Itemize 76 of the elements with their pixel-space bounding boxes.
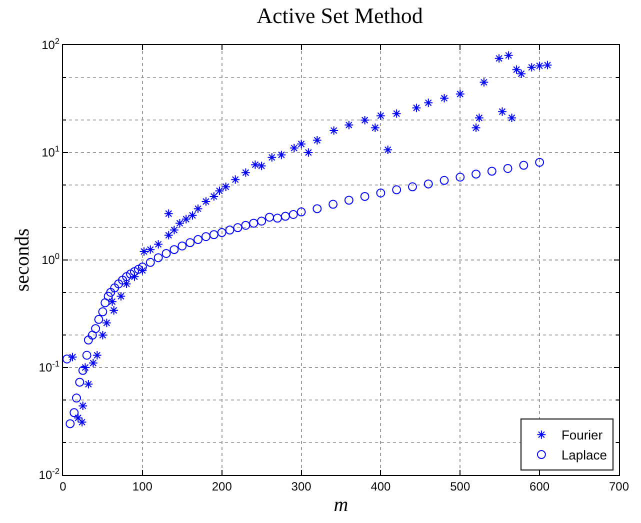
point xyxy=(106,288,116,297)
point xyxy=(456,172,465,182)
point xyxy=(134,264,143,274)
point xyxy=(75,378,84,387)
point xyxy=(241,220,250,230)
point xyxy=(178,241,187,250)
point xyxy=(519,160,528,170)
point xyxy=(72,394,81,403)
point xyxy=(170,245,179,254)
point xyxy=(66,419,75,428)
x-tick-label: 400 xyxy=(370,479,392,494)
chart-title: Active Set Method xyxy=(256,3,423,28)
point xyxy=(126,270,136,279)
point xyxy=(88,330,97,340)
point xyxy=(503,164,512,173)
point xyxy=(392,185,402,194)
point xyxy=(265,212,274,222)
point xyxy=(312,204,322,214)
point xyxy=(146,258,155,267)
point xyxy=(225,226,234,235)
y-tick-label: 10$^{-1}$ xyxy=(38,358,60,375)
point xyxy=(154,253,163,262)
x-tick-label: 200 xyxy=(212,479,232,494)
point xyxy=(296,207,306,216)
point xyxy=(288,210,298,219)
y-axis-title: seconds xyxy=(11,228,34,292)
point xyxy=(209,230,218,240)
point xyxy=(328,200,338,209)
point xyxy=(487,166,496,176)
point xyxy=(98,307,108,316)
point xyxy=(91,324,100,334)
point xyxy=(100,298,110,308)
point xyxy=(118,276,128,285)
point xyxy=(201,232,210,242)
point xyxy=(70,408,79,418)
point xyxy=(162,248,171,258)
point xyxy=(360,192,370,201)
point xyxy=(78,366,88,375)
y-tick-label: 10$^{0}$ xyxy=(42,251,60,268)
x-tick-label: 700 xyxy=(608,479,630,494)
point xyxy=(408,182,417,192)
legend-label: Laplace xyxy=(561,448,607,463)
y-tick-label: 10$^{1}$ xyxy=(42,144,60,160)
point xyxy=(104,292,113,301)
point xyxy=(535,158,544,167)
point xyxy=(217,228,226,238)
point xyxy=(424,179,433,188)
x-tick-label: 600 xyxy=(530,479,550,494)
point xyxy=(280,212,290,221)
point xyxy=(114,279,124,288)
x-axis-title: m xyxy=(334,494,348,516)
point xyxy=(233,223,242,232)
point xyxy=(472,170,481,179)
point xyxy=(122,272,132,282)
x-tick-label: 300 xyxy=(291,479,312,494)
point xyxy=(138,262,147,272)
x-tick-label: 0 xyxy=(60,479,67,494)
point xyxy=(257,216,266,226)
point xyxy=(63,354,72,364)
point xyxy=(376,188,386,198)
point xyxy=(130,267,139,276)
point xyxy=(440,176,449,185)
y-tick-label: 10$^{-2}$ xyxy=(38,466,60,482)
point xyxy=(84,336,93,345)
legend-label: Fourier xyxy=(561,428,604,443)
point xyxy=(110,283,120,292)
point xyxy=(94,314,104,324)
point xyxy=(272,214,282,223)
y-tick-label: 10$^{2}$ xyxy=(42,36,60,52)
point xyxy=(82,350,92,360)
point xyxy=(194,235,203,244)
x-tick-label: 100 xyxy=(132,479,153,494)
point xyxy=(344,196,354,205)
point xyxy=(186,238,195,248)
point xyxy=(249,218,258,228)
x-tick-label: 500 xyxy=(450,479,470,494)
